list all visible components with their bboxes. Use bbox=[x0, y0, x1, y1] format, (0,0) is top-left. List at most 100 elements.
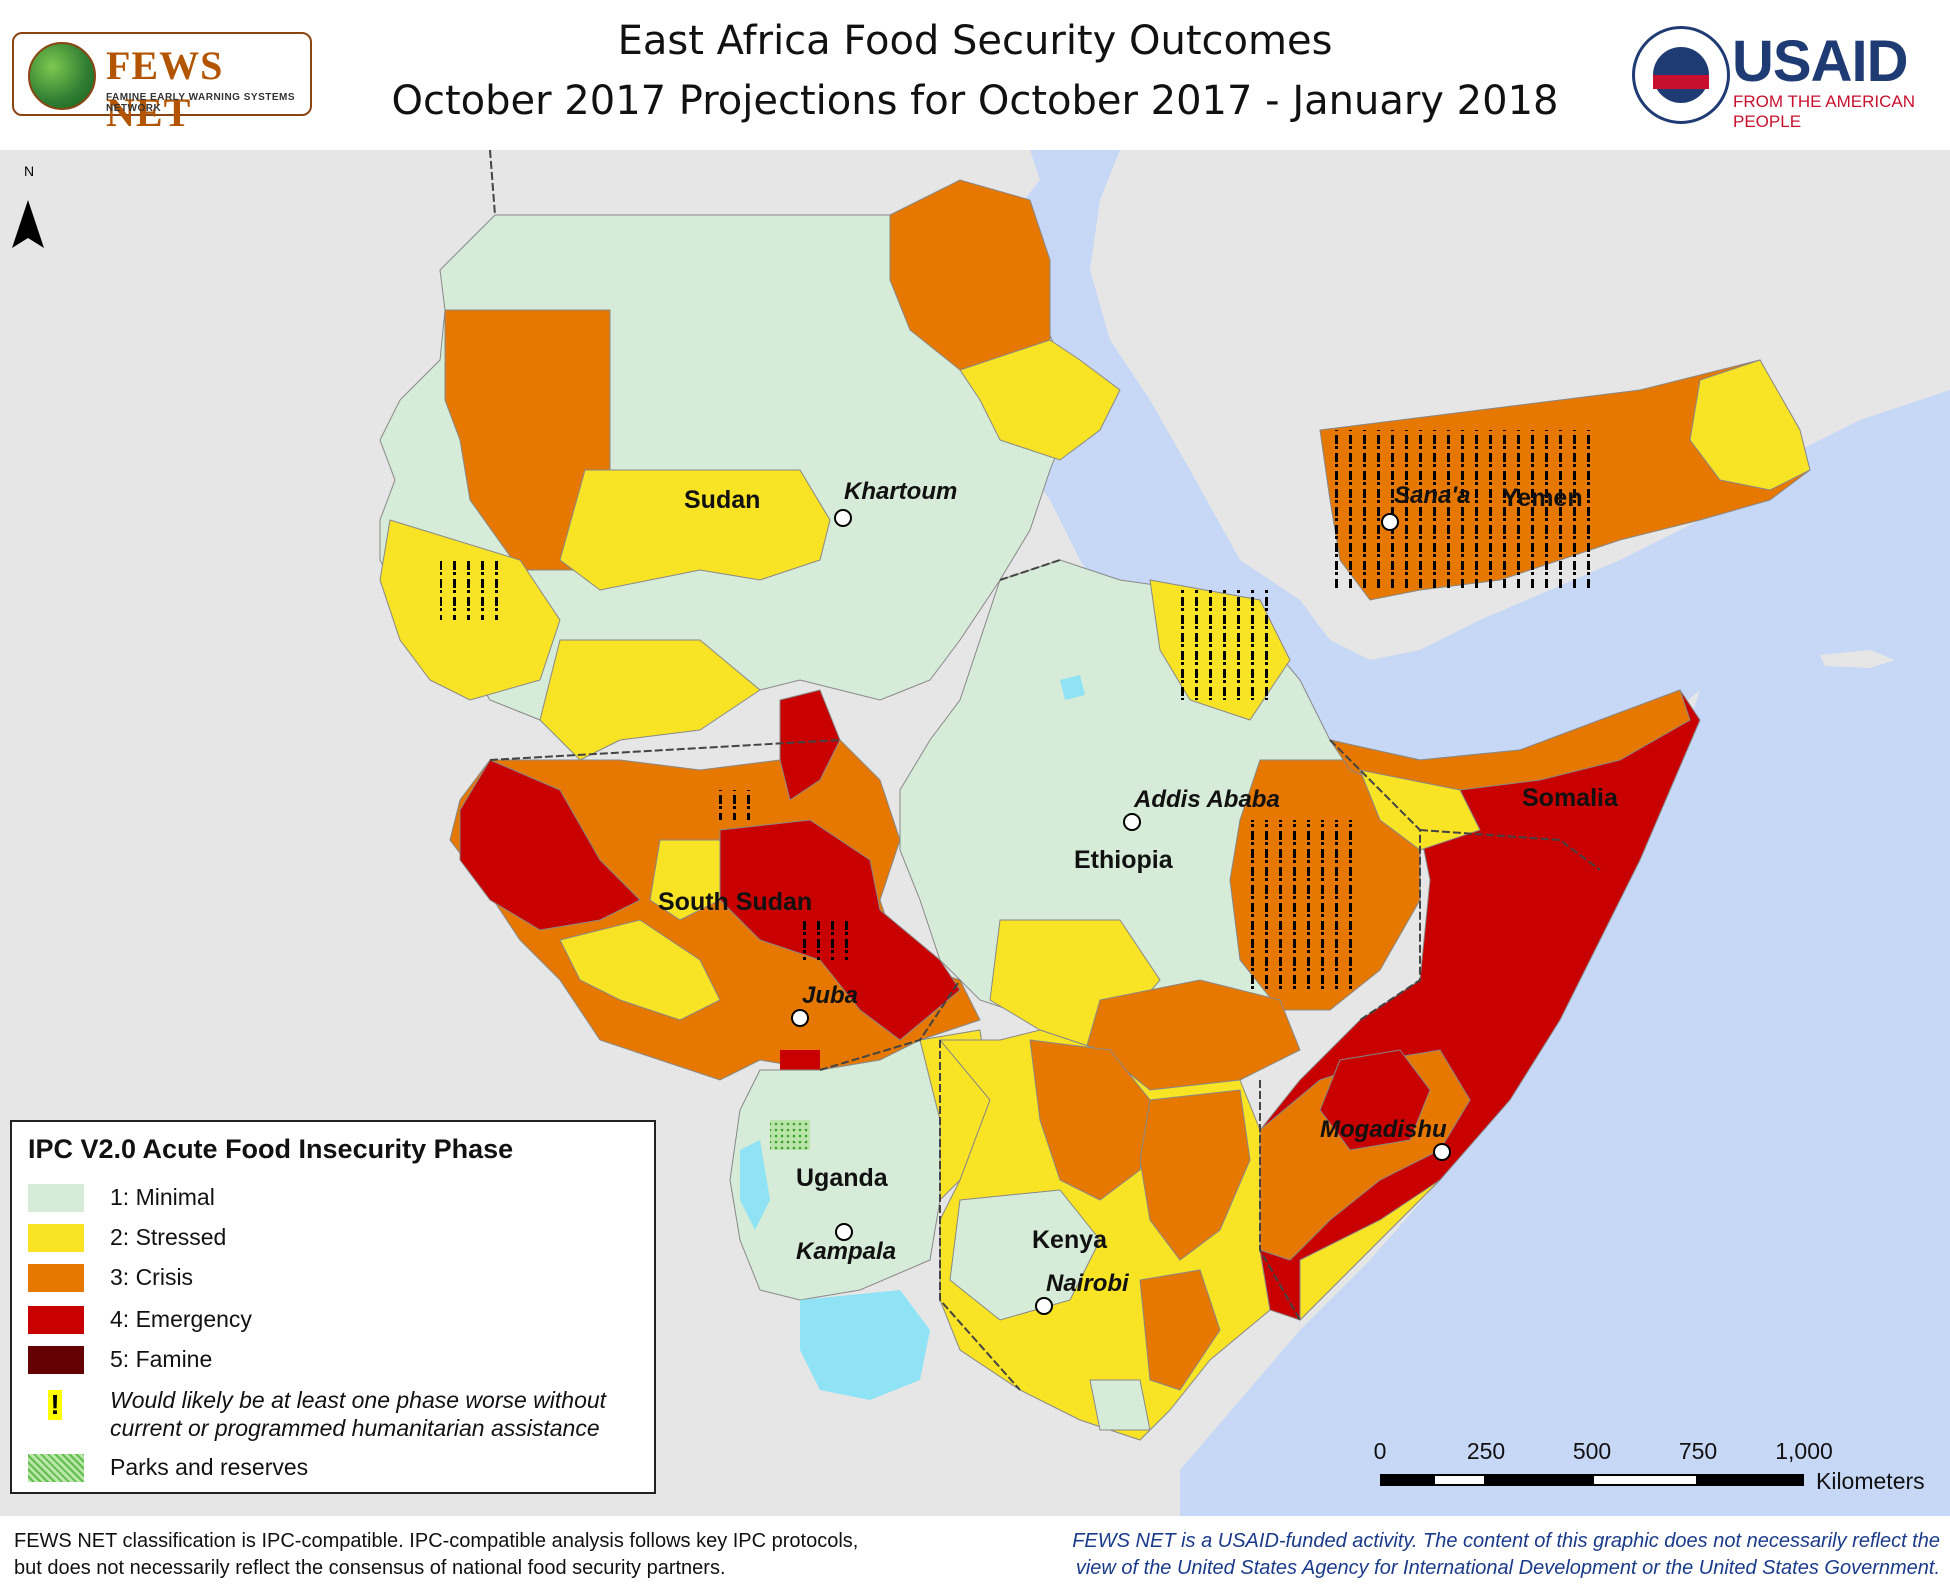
exclamation-icon: ! bbox=[48, 1390, 62, 1420]
legend-label: 2: Stressed bbox=[110, 1224, 227, 1250]
scale-segment bbox=[1433, 1474, 1486, 1486]
somalia-nw-stressed bbox=[1359, 769, 1481, 851]
sudan-south-stressed bbox=[539, 639, 761, 761]
juba-marker bbox=[791, 1009, 809, 1027]
scale-tick: 250 bbox=[1466, 1438, 1506, 1464]
ss-juba-emergency bbox=[780, 1050, 820, 1070]
scale-tick: 1,000 bbox=[1775, 1438, 1833, 1464]
footer-right-line: FEWS NET is a USAID-funded activity. The… bbox=[1072, 1530, 1940, 1552]
legend-swatch bbox=[28, 1264, 84, 1292]
north-arrow-icon bbox=[12, 200, 44, 248]
globe-icon bbox=[28, 42, 96, 110]
legend-label: Parks and reserves bbox=[110, 1454, 309, 1480]
label-nairobi: Nairobi bbox=[1046, 1270, 1129, 1297]
somalia-baidoa-emergency bbox=[1319, 1049, 1431, 1151]
footer-disclaimer-right: FEWS NET is a USAID-funded activity. The… bbox=[1040, 1528, 1940, 1582]
usaid-logo-text: USAID bbox=[1732, 29, 1908, 94]
yemen-east-stressed bbox=[1689, 359, 1811, 491]
scale-unit: Kilometers bbox=[1816, 1468, 1925, 1494]
kenya-central-green bbox=[949, 1189, 1101, 1321]
legend-swatch bbox=[28, 1224, 84, 1252]
sanaa-marker bbox=[1381, 513, 1399, 531]
khartoum-marker bbox=[834, 509, 852, 527]
label-yemen: Yemen bbox=[1502, 484, 1583, 512]
sudan-east-stressed bbox=[959, 339, 1121, 461]
uganda-region bbox=[729, 1039, 951, 1301]
sudan-assist-1 bbox=[440, 560, 500, 620]
lake-tana bbox=[1060, 675, 1085, 700]
legend-title: IPC V2.0 Acute Food Insecurity Phase bbox=[28, 1134, 514, 1164]
scale-bar: 0 250 500 750 1,000 Kilometers bbox=[1374, 1438, 1940, 1498]
scale-tick: 500 bbox=[1572, 1438, 1612, 1464]
footer-left-line: but does not necessarily reflect the con… bbox=[14, 1557, 726, 1579]
label-uganda: Uganda bbox=[796, 1164, 888, 1192]
scale-segment bbox=[1698, 1474, 1804, 1486]
nairobi-marker bbox=[1035, 1297, 1053, 1315]
usaid-seal-icon bbox=[1632, 26, 1730, 124]
kenya-coast-green bbox=[1089, 1379, 1151, 1431]
parks-swatch bbox=[28, 1454, 84, 1482]
label-sudan: Sudan bbox=[684, 486, 761, 514]
label-addis-ababa: Addis Ababa bbox=[1134, 786, 1280, 813]
mogadishu-marker bbox=[1433, 1143, 1451, 1161]
footer-right-line: view of the United States Agency for Int… bbox=[1075, 1557, 1940, 1579]
label-sanaa: Sana'a bbox=[1394, 482, 1471, 509]
north-arrow-label: N bbox=[24, 163, 34, 179]
ss-west-emergency bbox=[459, 759, 641, 931]
country-boundaries bbox=[489, 150, 1601, 1391]
legend-label: 4: Emergency bbox=[110, 1306, 252, 1332]
lake-victoria bbox=[800, 1290, 930, 1400]
somalia-coast-stressed bbox=[1299, 1179, 1441, 1322]
fews-net-logo-subtitle: FAMINE EARLY WARNING SYSTEMS NETWORK bbox=[106, 92, 296, 114]
fews-net-logo-text: FEWS NET bbox=[106, 43, 224, 135]
uganda-park bbox=[770, 1120, 810, 1150]
label-somalia: Somalia bbox=[1522, 784, 1618, 812]
lake-albert bbox=[740, 1140, 770, 1230]
scale-tick: 0 bbox=[1373, 1438, 1387, 1464]
kampala-marker bbox=[835, 1223, 853, 1241]
legend-label: 3: Crisis bbox=[110, 1264, 194, 1290]
map-title: East Africa Food Security Outcomes bbox=[617, 18, 1333, 64]
label-khartoum: Khartoum bbox=[844, 478, 958, 505]
fews-net-logo: FEWS NET FAMINE EARLY WARNING SYSTEMS NE… bbox=[12, 32, 312, 135]
city-markers bbox=[791, 509, 1451, 1315]
ethiopia-assist-north bbox=[1180, 590, 1270, 700]
kenya-south-crisis bbox=[1139, 1269, 1221, 1391]
footer-disclaimer-left: FEWS NET classification is IPC-compatibl… bbox=[14, 1528, 914, 1582]
legend-swatch bbox=[28, 1306, 84, 1334]
legend-label: Would likely be at least one phase worse… bbox=[110, 1387, 607, 1441]
scale-tick: 750 bbox=[1678, 1438, 1718, 1464]
label-kampala: Kampala bbox=[796, 1238, 897, 1265]
yemen-assist bbox=[1330, 430, 1590, 590]
scale-segment bbox=[1380, 1474, 1433, 1486]
legend-label: 1: Minimal bbox=[110, 1184, 215, 1210]
label-juba: Juba bbox=[802, 982, 859, 1009]
footer: FEWS NET classification is IPC-compatibl… bbox=[0, 1516, 1950, 1590]
socotra bbox=[1820, 650, 1895, 668]
ss-south-stressed bbox=[559, 919, 721, 1021]
kenya-north-crisis bbox=[1029, 1039, 1151, 1201]
header: FEWS NET FAMINE EARLY WARNING SYSTEMS NE… bbox=[0, 0, 1950, 150]
sudan-mid-stressed bbox=[559, 469, 831, 591]
kenya-east-crisis bbox=[1139, 1089, 1251, 1261]
scale-segment bbox=[1592, 1474, 1698, 1486]
legend-swatch bbox=[28, 1184, 84, 1212]
legend: IPC V2.0 Acute Food Insecurity Phase 1: … bbox=[10, 1120, 656, 1494]
ss-mid-stressed bbox=[649, 839, 721, 921]
addis-ababa-marker bbox=[1123, 813, 1141, 831]
label-ethiopia: Ethiopia bbox=[1074, 846, 1173, 874]
label-mogadishu: Mogadishu bbox=[1320, 1116, 1447, 1143]
usaid-logo-subtitle: FROM THE AMERICAN PEOPLE bbox=[1733, 92, 1915, 131]
ss-north-emergency bbox=[779, 689, 841, 801]
footer-left-line: FEWS NET classification is IPC-compatibl… bbox=[14, 1530, 859, 1552]
scale-segment bbox=[1486, 1474, 1592, 1486]
legend-label: 5: Famine bbox=[110, 1346, 213, 1372]
map-subtitle: October 2017 Projections for October 201… bbox=[391, 78, 1559, 124]
ss-assist-2 bbox=[710, 790, 760, 820]
food-security-map: N bbox=[0, 150, 1950, 1516]
ss-assist-1 bbox=[800, 920, 850, 960]
label-south-sudan: South Sudan bbox=[658, 888, 813, 916]
ethiopia-assist-east bbox=[1240, 820, 1360, 990]
label-kenya: Kenya bbox=[1032, 1226, 1108, 1254]
legend-swatch bbox=[28, 1346, 84, 1374]
